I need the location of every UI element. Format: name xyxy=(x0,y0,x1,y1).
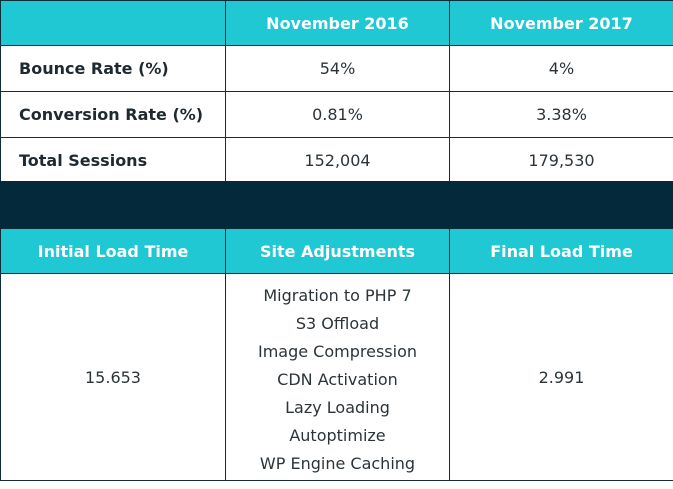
row-label-bounce-rate: Bounce Rate (%) xyxy=(0,45,226,92)
load-time-header-row: Initial Load Time Site Adjustments Final… xyxy=(0,228,673,274)
list-item: WP Engine Caching xyxy=(259,454,416,473)
initial-load-time-value: 15.653 xyxy=(0,273,226,481)
header-initial-load-time: Initial Load Time xyxy=(0,228,226,274)
comparison-table: November 2016 November 2017 Bounce Rate … xyxy=(0,0,673,184)
load-time-table: Initial Load Time Site Adjustments Final… xyxy=(0,228,673,481)
table-row: Conversion Rate (%) 0.81% 3.38% xyxy=(0,91,673,138)
list-item: Image Compression xyxy=(257,342,417,361)
list-item: S3 Offload xyxy=(295,314,380,333)
site-adjustments-list: Migration to PHP 7 S3 Offload Image Comp… xyxy=(225,273,450,481)
comparison-header-nov-2017: November 2017 xyxy=(449,0,673,46)
list-item: Lazy Loading xyxy=(285,398,390,417)
section-divider xyxy=(0,181,673,228)
comparison-header-row: November 2016 November 2017 xyxy=(0,0,673,46)
header-final-load-time: Final Load Time xyxy=(449,228,673,274)
total-sessions-2016: 152,004 xyxy=(225,137,450,184)
bounce-rate-2016: 54% xyxy=(225,45,450,92)
table-row: Total Sessions 152,004 179,530 xyxy=(0,137,673,184)
list-item: Autoptimize xyxy=(289,426,386,445)
header-site-adjustments: Site Adjustments xyxy=(225,228,450,274)
comparison-header-empty xyxy=(0,0,226,46)
final-load-time-value: 2.991 xyxy=(449,273,673,481)
total-sessions-2017: 179,530 xyxy=(449,137,673,184)
list-item: Migration to PHP 7 xyxy=(263,286,412,305)
conversion-rate-2016: 0.81% xyxy=(225,91,450,138)
row-label-total-sessions: Total Sessions xyxy=(0,137,226,184)
comparison-header-nov-2016: November 2016 xyxy=(225,0,450,46)
list-item: CDN Activation xyxy=(277,370,398,389)
row-label-conversion-rate: Conversion Rate (%) xyxy=(0,91,226,138)
table-row: 15.653 Migration to PHP 7 S3 Offload Ima… xyxy=(0,273,673,481)
table-row: Bounce Rate (%) 54% 4% xyxy=(0,45,673,92)
conversion-rate-2017: 3.38% xyxy=(449,91,673,138)
bounce-rate-2017: 4% xyxy=(449,45,673,92)
